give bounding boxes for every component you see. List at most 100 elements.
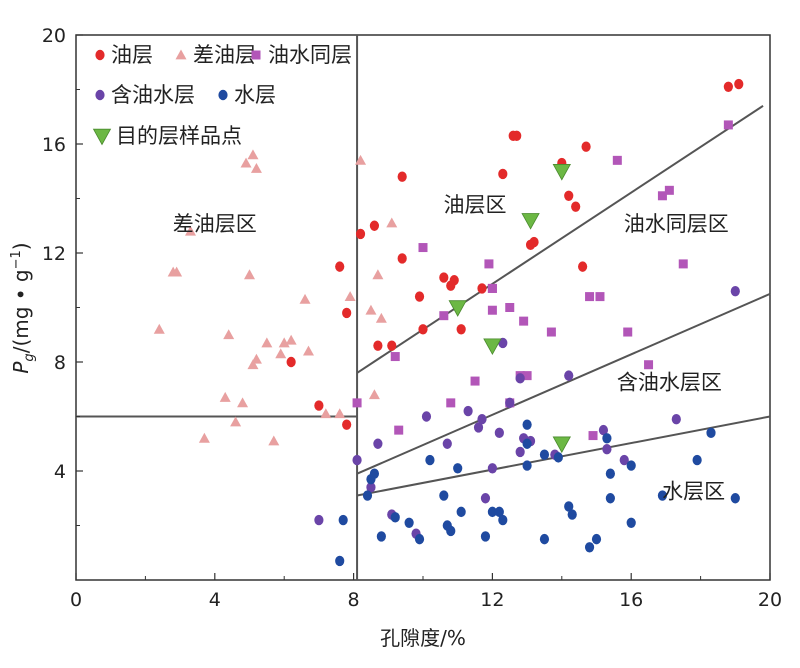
point-oil_water-20: [657, 191, 667, 201]
y-axis-title-sub: g: [22, 353, 37, 361]
point-oil-17: [498, 168, 508, 180]
point-poor_oil-29: [365, 304, 377, 315]
point-oil_water-22: [678, 259, 688, 269]
point-oil-26: [581, 141, 591, 152]
point-oil_water-23: [723, 120, 733, 130]
point-oil_water-25: [487, 283, 497, 293]
point-target-4: [552, 436, 571, 454]
point-water-19: [522, 438, 532, 449]
axis-ticks: 0 4 8 12 16 20 4 8 12 16 20: [42, 25, 782, 611]
point-poor_oil-20: [299, 293, 311, 304]
point-water-18: [498, 514, 508, 526]
point-oil-16: [477, 283, 487, 294]
point-poor_oil-2: [171, 266, 183, 277]
point-oil-0: [335, 261, 345, 272]
point-water-29: [605, 493, 615, 504]
point-poor_oil-30: [334, 408, 346, 419]
point-water-22: [539, 533, 550, 545]
point-water-33: [657, 490, 668, 501]
point-poor_oil-22: [320, 408, 332, 419]
point-oil_bearing_water-8: [463, 405, 473, 417]
point-poor_oil-12: [244, 269, 255, 280]
point-oil_bearing_water-6: [421, 411, 432, 422]
point-oil_water-6: [470, 376, 480, 386]
point-poor_oil-25: [372, 269, 384, 280]
point-oil-28: [734, 78, 744, 90]
point-poor_oil-7: [230, 416, 242, 427]
point-oil-4: [355, 228, 366, 240]
legend-label-oil_bearing_water: 含油水层: [111, 83, 195, 107]
point-poor_oil-13: [247, 359, 259, 370]
region-label-3: 含油水层区: [617, 370, 722, 394]
boundary-line-2: [356, 105, 764, 374]
y-tick-label-4: 4: [54, 461, 66, 483]
point-poor_oil-4: [198, 432, 210, 443]
point-water-25: [567, 509, 577, 520]
point-oil_bearing_water-1: [352, 454, 362, 466]
point-oil_water-17: [612, 155, 622, 165]
point-poor_oil-28: [386, 217, 398, 228]
point-poor_oil-11: [250, 163, 262, 173]
point-oil-2: [314, 400, 324, 411]
point-oil-23: [564, 190, 574, 201]
x-tick-label-0: 0: [70, 589, 82, 611]
point-poor_oil-15: [261, 337, 273, 348]
point-oil_water-0: [352, 398, 362, 408]
boundary-line-3: [356, 292, 771, 475]
point-oil_bearing_water-15: [505, 397, 515, 409]
point-oil_bearing_water-22: [602, 444, 612, 455]
point-poor_oil-17: [275, 348, 287, 359]
data-points: [153, 78, 744, 567]
point-oil_water-4: [439, 311, 449, 321]
point-oil_water-15: [585, 292, 595, 302]
point-water-26: [584, 542, 595, 553]
y-axis-title-close: ): [9, 242, 33, 250]
point-oil_water-3: [418, 243, 428, 253]
point-poor_oil-18: [278, 337, 290, 348]
point-oil_bearing_water-11: [480, 493, 491, 504]
point-water-36: [730, 493, 740, 504]
point-oil_bearing_water-20: [564, 370, 574, 381]
legend-label-poor_oil: 差油层: [193, 43, 256, 67]
point-oil-12: [439, 272, 449, 283]
point-water-10: [439, 490, 449, 501]
y-axis-title-main: P: [9, 361, 33, 374]
x-tick-label-4: 4: [209, 589, 221, 611]
point-poor_oil-3: [185, 225, 197, 236]
point-poor_oil-26: [368, 389, 380, 400]
point-water-30: [605, 468, 615, 479]
point-poor_oil-16: [268, 435, 280, 446]
point-poor_oil-10: [247, 149, 259, 160]
legend-label-water: 水层: [234, 83, 276, 107]
legend-label-target: 目的层样品点: [116, 124, 242, 148]
x-tick-label-12: 12: [480, 589, 504, 611]
point-target-0: [552, 164, 571, 181]
point-water-9: [425, 454, 435, 466]
point-target-1: [521, 213, 540, 230]
point-poor_oil-21: [302, 345, 314, 356]
point-oil-25: [578, 261, 588, 272]
point-poor_oil-6: [223, 329, 235, 340]
point-water-2: [362, 490, 373, 501]
point-oil_water-21: [664, 185, 674, 195]
boundary-line-4: [356, 415, 771, 497]
point-poor_oil-14: [250, 353, 262, 364]
x-axis-title: 孔隙度/%: [380, 626, 466, 650]
legend-marker-water: [218, 89, 228, 101]
point-oil-10: [414, 291, 425, 302]
point-oil_water-2: [394, 425, 404, 435]
point-water-5: [376, 531, 386, 542]
legend-marker-oil_water: [251, 50, 261, 60]
point-water-34: [692, 454, 702, 466]
region-label-2: 油水同层区: [624, 212, 729, 236]
point-water-7: [404, 517, 414, 528]
point-oil-15: [456, 324, 466, 335]
point-water-0: [335, 555, 345, 567]
point-oil-14: [446, 280, 456, 291]
point-water-35: [706, 427, 716, 439]
point-target-2: [448, 300, 467, 317]
legend-marker-oil_bearing_water: [95, 89, 105, 101]
legend-label-oil: 油层: [111, 43, 153, 67]
point-oil_bearing_water-16: [515, 446, 525, 458]
